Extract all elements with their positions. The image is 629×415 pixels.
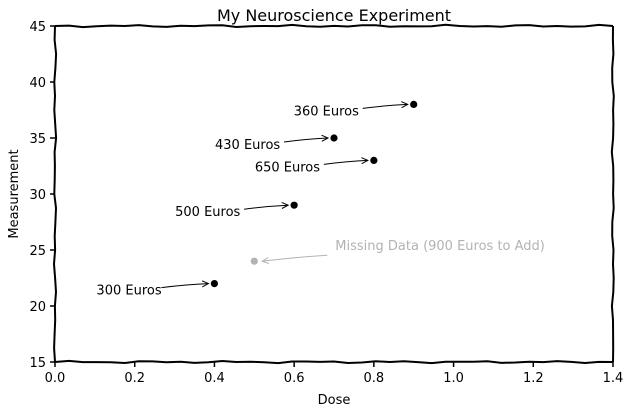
arrow-head <box>261 256 270 264</box>
frame-right <box>610 25 615 363</box>
x-tick-label: 0.4 <box>204 371 225 386</box>
x-axis-label: Dose <box>318 393 351 408</box>
y-axis-ticks: 15 20 25 30 35 40 45 <box>29 20 55 371</box>
point-label: 650 Euros <box>255 160 320 175</box>
x-tick-label: 0.0 <box>45 371 66 386</box>
data-points <box>210 100 418 288</box>
annotation-arrow <box>283 137 329 143</box>
point-label: 300 Euros <box>96 284 161 299</box>
plot-frame <box>52 23 615 365</box>
frame-bottom <box>54 359 614 365</box>
point-label: 430 Euros <box>215 138 280 153</box>
frame-top <box>54 23 614 29</box>
x-axis-ticks: 0.0 0.2 0.4 0.6 0.8 1.0 1.2 1.4 <box>45 362 624 386</box>
y-tick-label: 35 <box>29 132 46 147</box>
x-tick-label: 1.0 <box>443 371 464 386</box>
annotation-arrow <box>262 254 328 262</box>
x-tick-label: 0.8 <box>364 371 385 386</box>
y-tick-label: 25 <box>29 244 46 259</box>
chart-title: My Neuroscience Experiment <box>217 6 451 25</box>
x-tick-label: 1.2 <box>523 371 544 386</box>
arrow-head <box>281 201 290 209</box>
y-tick-label: 40 <box>29 76 46 91</box>
missing-data-point <box>250 257 258 265</box>
annotations: 300 Euros 500 Euros 430 Euros 650 Euros 360 … <box>96 101 545 299</box>
missing-data-label: Missing Data (900 Euros to Add) <box>335 239 545 254</box>
y-tick-label: 45 <box>29 20 46 35</box>
x-tick-label: 0.2 <box>124 371 145 386</box>
arrow-head <box>321 134 330 142</box>
y-axis-label: Measurement <box>7 149 22 238</box>
data-point <box>410 100 418 108</box>
arrow-head <box>361 157 370 165</box>
y-tick-label: 30 <box>29 188 46 203</box>
point-label: 500 Euros <box>175 205 240 220</box>
data-point <box>290 201 298 209</box>
annotation-arrow <box>362 103 408 109</box>
data-point <box>330 134 338 142</box>
x-tick-label: 1.4 <box>603 371 624 386</box>
data-point <box>210 280 219 288</box>
arrow-head <box>201 280 210 288</box>
annotation-arrow <box>161 283 209 289</box>
point-label: 360 Euros <box>294 104 359 119</box>
annotation-arrow <box>244 204 289 210</box>
annotation-arrow <box>323 159 368 165</box>
x-tick-label: 0.6 <box>284 371 305 386</box>
y-tick-label: 20 <box>29 300 46 315</box>
data-point <box>370 156 378 164</box>
arrow-head <box>401 101 409 109</box>
y-tick-label: 15 <box>29 356 46 371</box>
